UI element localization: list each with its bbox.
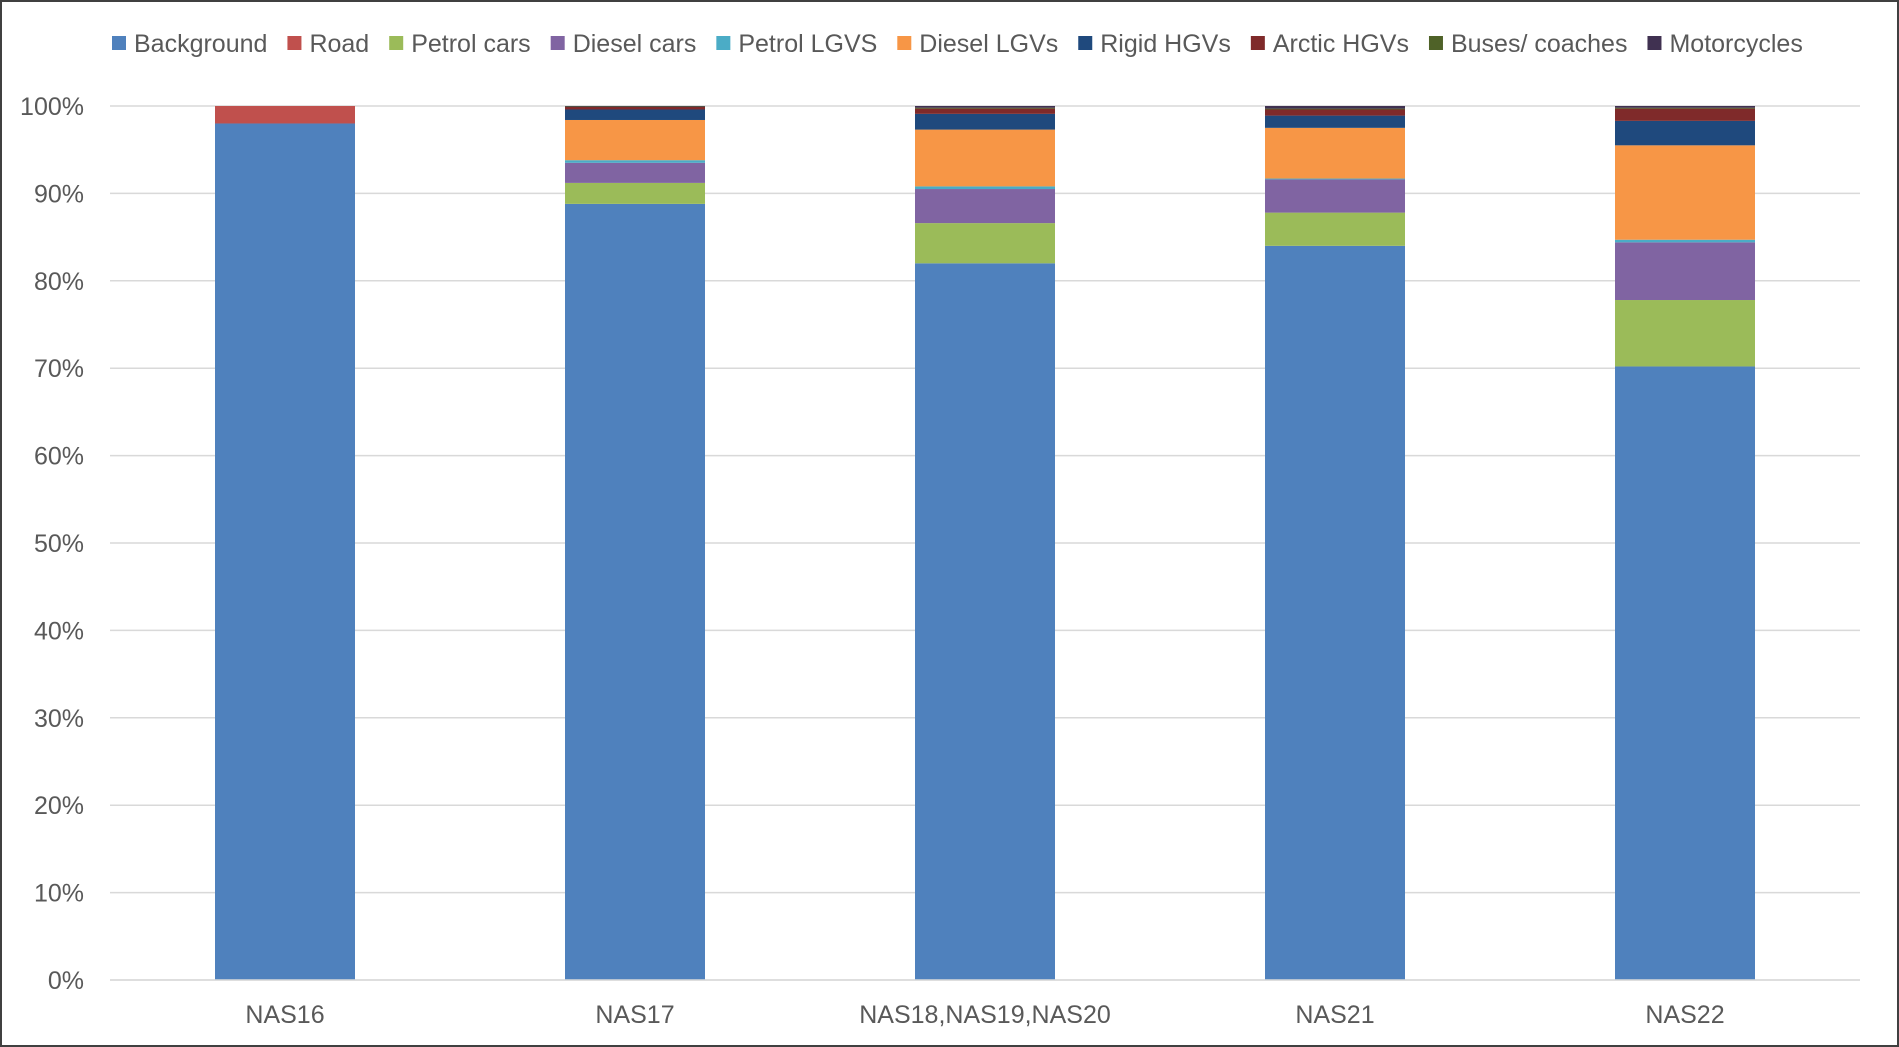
bar-segment [1265,179,1405,213]
x-axis: NAS16 NAS17 NAS18,NAS19,NAS20 NAS21 NAS22 [110,979,1860,1029]
bar-segment [565,162,705,183]
bar-segment [565,109,705,120]
bar-segment [1615,300,1755,367]
legend-item: Arctic HGVs [1250,30,1409,58]
legend-item: Petrol LGVS [716,30,877,58]
legend-label: Petrol LGVS [738,30,877,58]
x-tick-label: NAS17 [595,1001,674,1029]
bar-segment [915,113,1055,130]
legend-swatch [897,36,912,50]
bar-stack-3 [1265,106,1405,981]
legend-swatch [1250,36,1265,50]
y-tick-label: 60% [34,443,84,471]
y-tick-label: 50% [34,530,84,558]
bar-segment [1265,108,1405,110]
bar-segment [1615,145,1755,240]
bar-segment [1265,115,1405,128]
bar-segment [915,223,1055,264]
bar-segment [215,106,355,124]
legend-swatch [550,36,565,50]
legend-swatch [1428,36,1443,50]
bars [215,106,1755,981]
bar-segment [1265,212,1405,246]
y-tick-label: 40% [34,617,84,645]
y-tick-label: 0% [48,967,84,995]
bar-segment [565,106,705,107]
legend-swatch [389,36,404,50]
legend-item: Petrol cars [389,30,531,58]
bar-segment [1615,108,1755,121]
legend-item: Background [112,30,267,58]
bar-segment [1615,107,1755,109]
bar-stack-1 [565,106,705,980]
legend-label: Diesel LGVs [919,30,1058,58]
bar-stack-2 [915,106,1055,980]
bar-segment [1265,127,1405,179]
legend-swatch [1078,36,1093,50]
bar-segment [915,129,1055,187]
bar-segment [1615,366,1755,980]
legend-item: Diesel LGVs [897,30,1058,58]
bar-segment [565,182,705,204]
bar-segment [1265,178,1405,180]
legend-label: Rigid HGVs [1100,30,1231,58]
bar-segment [915,106,1055,108]
legend-item: Road [287,30,369,58]
x-tick-label: NAS18,NAS19,NAS20 [859,1001,1111,1029]
bar-segment [565,106,705,110]
legend-label: Buses/ coaches [1451,30,1628,58]
bar-segment [565,160,705,163]
x-tick-label: NAS22 [1645,1001,1724,1029]
legend-swatch [1647,36,1662,50]
y-axis: 0% 10% 20% 30% 40% 50% 60% 70% 80% 90% 100% [20,93,84,995]
x-tick-label: NAS16 [245,1001,324,1029]
legend-item: Buses/ coaches [1428,30,1628,58]
bar-stack-0 [215,106,355,981]
legend-item: Rigid HGVs [1078,30,1231,58]
bar-segment [915,186,1055,190]
bar-stack-4 [1615,106,1755,980]
legend-label: Petrol cars [411,30,530,58]
bar-segment [565,203,705,980]
bar-segment [915,263,1055,980]
legend-swatch [716,36,731,50]
y-tick-label: 90% [34,180,84,208]
legend: Background Road Petrol cars Diesel cars Petr… [112,30,1803,58]
y-tick-label: 100% [20,93,84,121]
y-tick-label: 20% [34,792,84,820]
legend-label: Motorcycles [1669,30,1802,58]
y-tick-label: 30% [34,705,84,733]
bar-segment [915,107,1055,109]
legend-swatch [287,36,302,50]
bar-segment [1265,109,1405,116]
legend-swatch [112,36,126,50]
bar-segment [915,108,1055,114]
y-tick-label: 80% [34,268,84,296]
y-tick-label: 70% [34,355,84,383]
bar-segment [915,189,1055,224]
bar-segment [565,119,705,161]
bar-segment [565,106,705,107]
bar-segment [1615,120,1755,146]
legend-item: Diesel cars [550,30,697,58]
legend-label: Diesel cars [573,30,697,58]
y-tick-label: 10% [34,880,84,908]
legend-label: Background [134,30,267,58]
bar-segment [1265,106,1405,109]
bar-segment [1265,245,1405,981]
bar-segment [1615,106,1755,108]
legend-label: Arctic HGVs [1273,30,1409,58]
legend-label: Road [309,30,369,58]
x-tick-label: NAS21 [1295,1001,1374,1029]
bar-segment [215,123,355,981]
bar-segment [1615,239,1755,243]
legend-item: Motorcycles [1647,30,1803,58]
bar-segment [1615,242,1755,301]
